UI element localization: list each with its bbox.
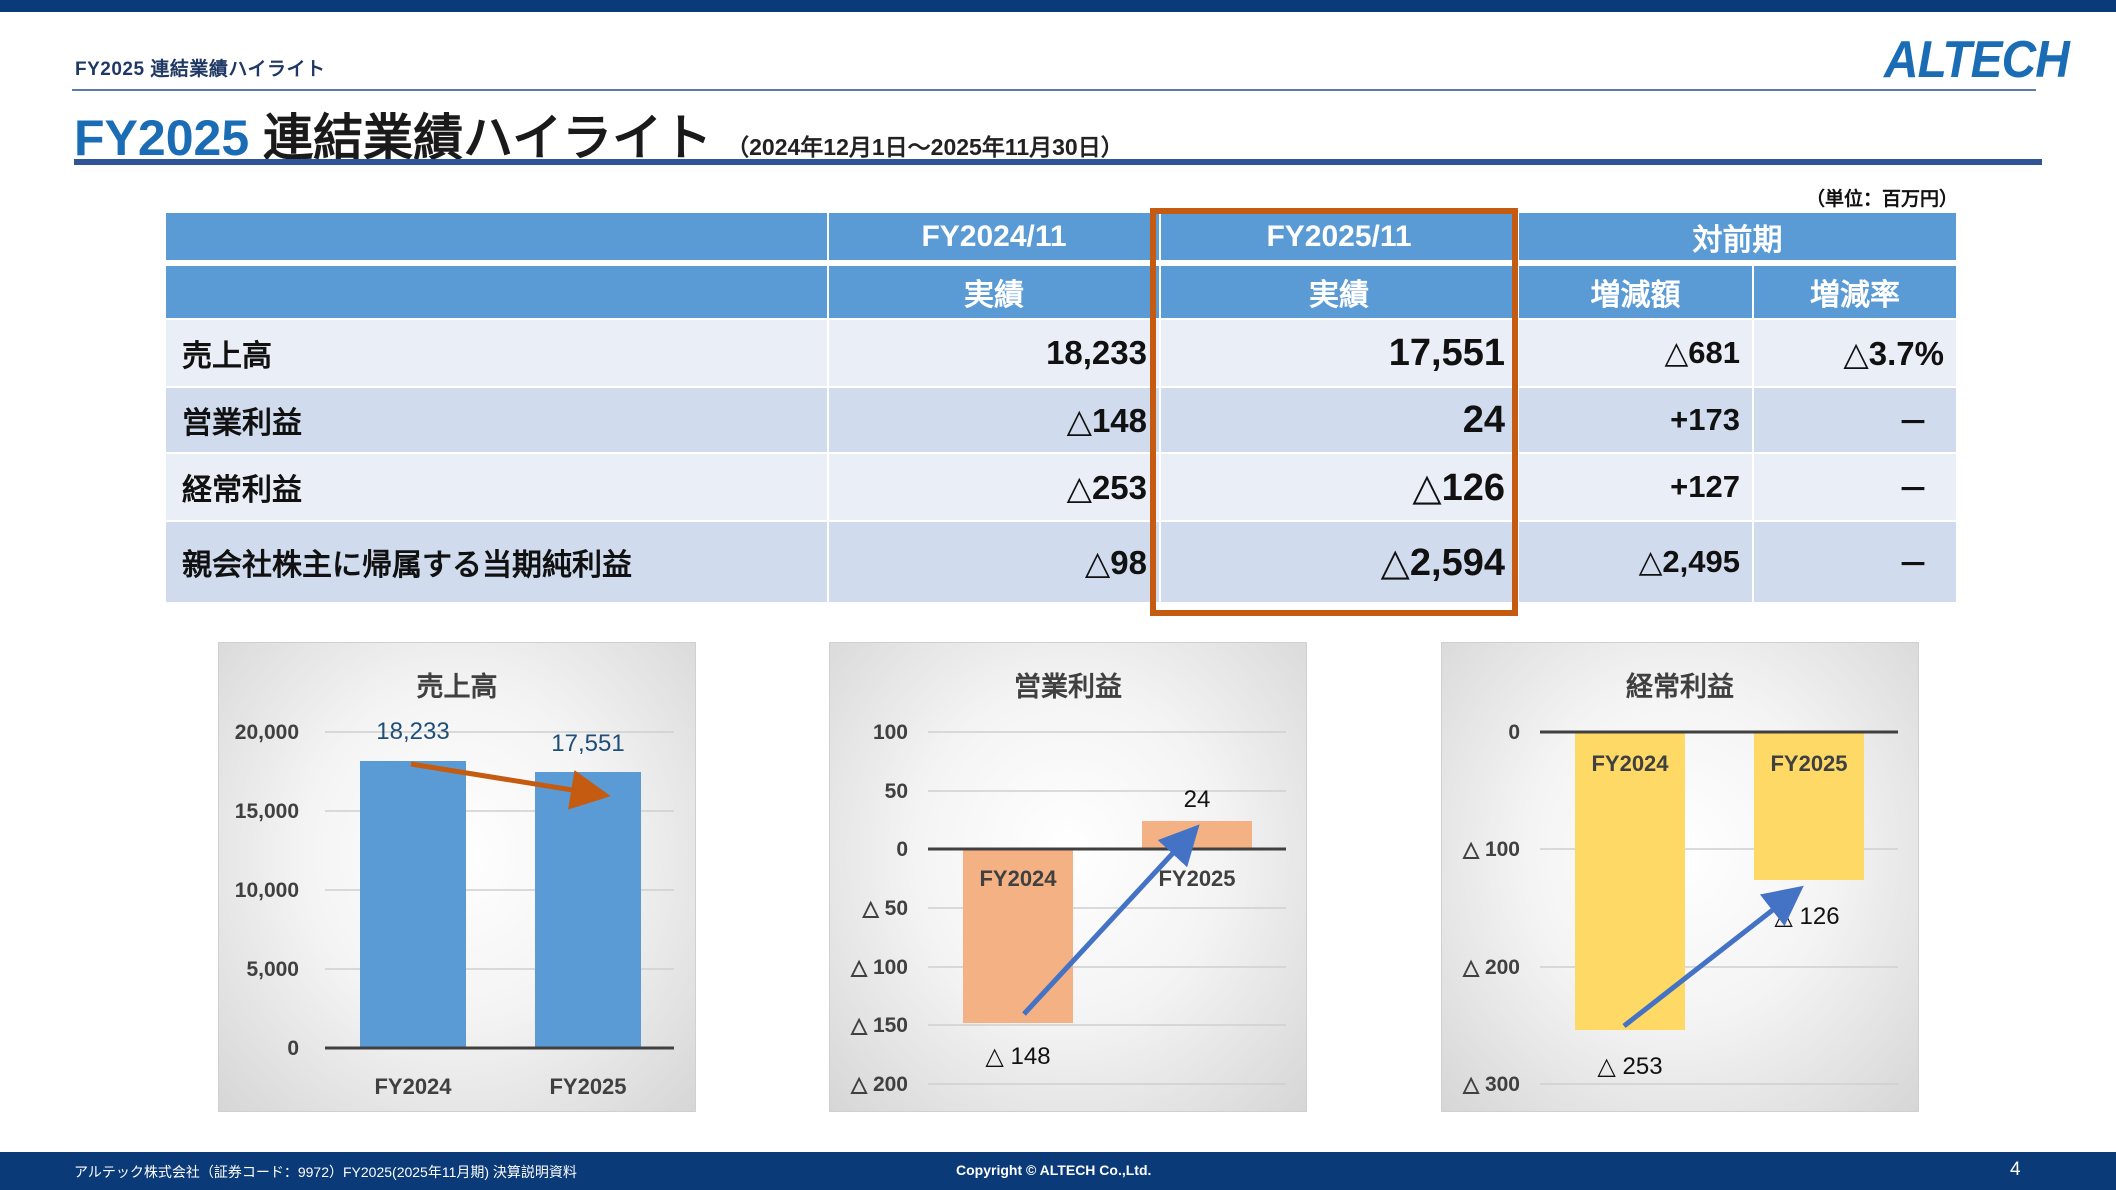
data-label: 17,551 xyxy=(551,730,624,757)
y-tick: 0 xyxy=(896,838,908,861)
subheader-change-amount: 増減額 xyxy=(1517,266,1752,318)
y-tick: △ 200 xyxy=(850,1073,908,1096)
trend-arrow-icon xyxy=(1622,885,1804,1028)
y-tick: 0 xyxy=(1508,721,1520,744)
data-label: 18,233 xyxy=(376,718,449,745)
chart-net-sales: 売上高 20,000 15,000 10,000 5,000 0 18,233 … xyxy=(218,642,696,1112)
cell-fy2025: △2,594 xyxy=(1159,520,1517,602)
ordinary-profit-bar-chart: 0 △ 100 △ 200 △ 300 FY2024 FY2025 △ 253 … xyxy=(1462,721,1898,1096)
subheader-change-rate: 増減率 xyxy=(1752,266,1956,318)
cell-change: +173 xyxy=(1517,386,1752,452)
x-label: FY2025 xyxy=(1158,866,1235,891)
cell-rate: － xyxy=(1752,452,1956,520)
cell-rate: － xyxy=(1752,520,1956,602)
data-label: 24 xyxy=(1184,786,1211,813)
table-row: 経常利益 △253 △126 +127 － xyxy=(166,452,1956,520)
table-row: 親会社株主に帰属する当期純利益 △98 △2,594 △2,495 － xyxy=(166,520,1956,602)
row-label: 経常利益 xyxy=(166,452,827,520)
financial-highlights-table: FY2024/11 FY2025/11 対前期 実績 実績 増減額 増減率 売上… xyxy=(166,213,1956,602)
net-sales-bar-chart: 20,000 15,000 10,000 5,000 0 18,233 17,5… xyxy=(235,718,674,1099)
data-label: △ 126 xyxy=(1774,903,1839,930)
bar-fy2025 xyxy=(1754,732,1864,880)
table-group-header-row: FY2024/11 FY2025/11 対前期 xyxy=(166,213,1956,266)
data-label: △ 253 xyxy=(1597,1053,1662,1080)
footer: アルテック株式会社（証券コード：9972）FY2025(2025年11月期) 決… xyxy=(0,1152,2116,1190)
cell-rate: △3.7% xyxy=(1752,318,1956,386)
y-tick: △ 100 xyxy=(850,956,908,979)
chart-title: 売上高 xyxy=(416,672,498,702)
trend-arrow-icon xyxy=(1022,824,1200,1016)
y-tick: △ 150 xyxy=(850,1014,908,1037)
page-title-period: （2024年12月1日～2025年11月30日） xyxy=(726,134,1124,160)
page-number: 4 xyxy=(2010,1159,2021,1180)
header-fy2025: FY2025/11 xyxy=(1159,213,1517,266)
cell-change: △681 xyxy=(1517,318,1752,386)
cell-change: △2,495 xyxy=(1517,520,1752,602)
cell-fy2024: △98 xyxy=(827,520,1159,602)
header-divider xyxy=(72,89,2036,91)
y-tick: △ 50 xyxy=(862,897,908,920)
bar-fy2024 xyxy=(1575,732,1685,1030)
unit-label: （単位：百万円） xyxy=(1806,189,1959,210)
y-tick: △ 100 xyxy=(1462,838,1520,861)
data-label: △ 148 xyxy=(985,1043,1050,1070)
x-label: FY2024 xyxy=(374,1074,452,1099)
chart-title: 経常利益 xyxy=(1626,672,1734,702)
cell-fy2025: △126 xyxy=(1159,452,1517,520)
x-label: FY2025 xyxy=(1770,751,1847,776)
header-yoy: 対前期 xyxy=(1517,213,1956,266)
y-tick: 0 xyxy=(287,1037,299,1060)
chart-operating-profit: 営業利益 100 50 0 △ 50 △ 100 △ 150 △ 200 xyxy=(829,642,1307,1112)
bar-fy2025 xyxy=(535,772,641,1048)
title-underline xyxy=(74,159,2042,165)
footer-company: アルテック株式会社（証券コード：9972）FY2025(2025年11月期) 決… xyxy=(74,1164,577,1180)
subheader-cell-empty xyxy=(166,266,827,318)
row-label: 営業利益 xyxy=(166,386,827,452)
y-tick: 15,000 xyxy=(235,800,299,823)
breadcrumb: FY2025 連結業績ハイライト xyxy=(75,59,326,80)
cell-fy2024: △253 xyxy=(827,452,1159,520)
cell-change: +127 xyxy=(1517,452,1752,520)
bar-fy2025 xyxy=(1142,821,1252,849)
chart-ordinary-profit: 経常利益 0 △ 100 △ 200 △ 300 FY2024 FY2025 △… xyxy=(1441,642,1919,1112)
page-title-fy: FY2025 xyxy=(74,110,250,166)
y-tick: 20,000 xyxy=(235,721,299,744)
x-label: FY2024 xyxy=(979,866,1057,891)
cell-fy2024: △148 xyxy=(827,386,1159,452)
row-label: 売上高 xyxy=(166,318,827,386)
cell-fy2025: 17,551 xyxy=(1159,318,1517,386)
chart-title: 営業利益 xyxy=(1014,672,1122,702)
cell-fy2025: 24 xyxy=(1159,386,1517,452)
table-row: 営業利益 △148 24 +173 － xyxy=(166,386,1956,452)
bar-fy2024 xyxy=(963,849,1073,1023)
y-tick: 10,000 xyxy=(235,879,299,902)
bar-fy2024 xyxy=(360,761,466,1048)
subheader-fy2025-actual: 実績 xyxy=(1159,266,1517,318)
y-tick: 50 xyxy=(885,780,908,803)
row-label: 親会社株主に帰属する当期純利益 xyxy=(166,520,827,602)
y-tick: △ 300 xyxy=(1462,1073,1520,1096)
footer-copyright: Copyright © ALTECH Co.,Ltd. xyxy=(956,1162,1152,1178)
x-label: FY2025 xyxy=(549,1074,626,1099)
top-bar xyxy=(0,0,2116,12)
x-label: FY2024 xyxy=(1591,751,1669,776)
header-fy2024: FY2024/11 xyxy=(827,213,1159,266)
subheader-fy2024-actual: 実績 xyxy=(827,266,1159,318)
table-sub-header-row: 実績 実績 増減額 増減率 xyxy=(166,266,1956,318)
y-tick: 5,000 xyxy=(246,958,299,981)
page-title: FY2025 連結業績ハイライト （2024年12月1日～2025年11月30日… xyxy=(74,98,1124,166)
altech-logo: ALTECH xyxy=(1884,31,2070,89)
page-title-text: 連結業績ハイライト xyxy=(263,110,713,166)
table-row: 売上高 18,233 17,551 △681 △3.7% xyxy=(166,318,1956,386)
trend-arrow-icon xyxy=(410,761,611,810)
y-tick: △ 200 xyxy=(1462,956,1520,979)
cell-fy2024: 18,233 xyxy=(827,318,1159,386)
cell-rate: － xyxy=(1752,386,1956,452)
y-tick: 100 xyxy=(873,721,908,744)
operating-profit-bar-chart: 100 50 0 △ 50 △ 100 △ 150 △ 200 FY2024 F… xyxy=(850,721,1286,1096)
header-cell-empty xyxy=(166,213,827,266)
